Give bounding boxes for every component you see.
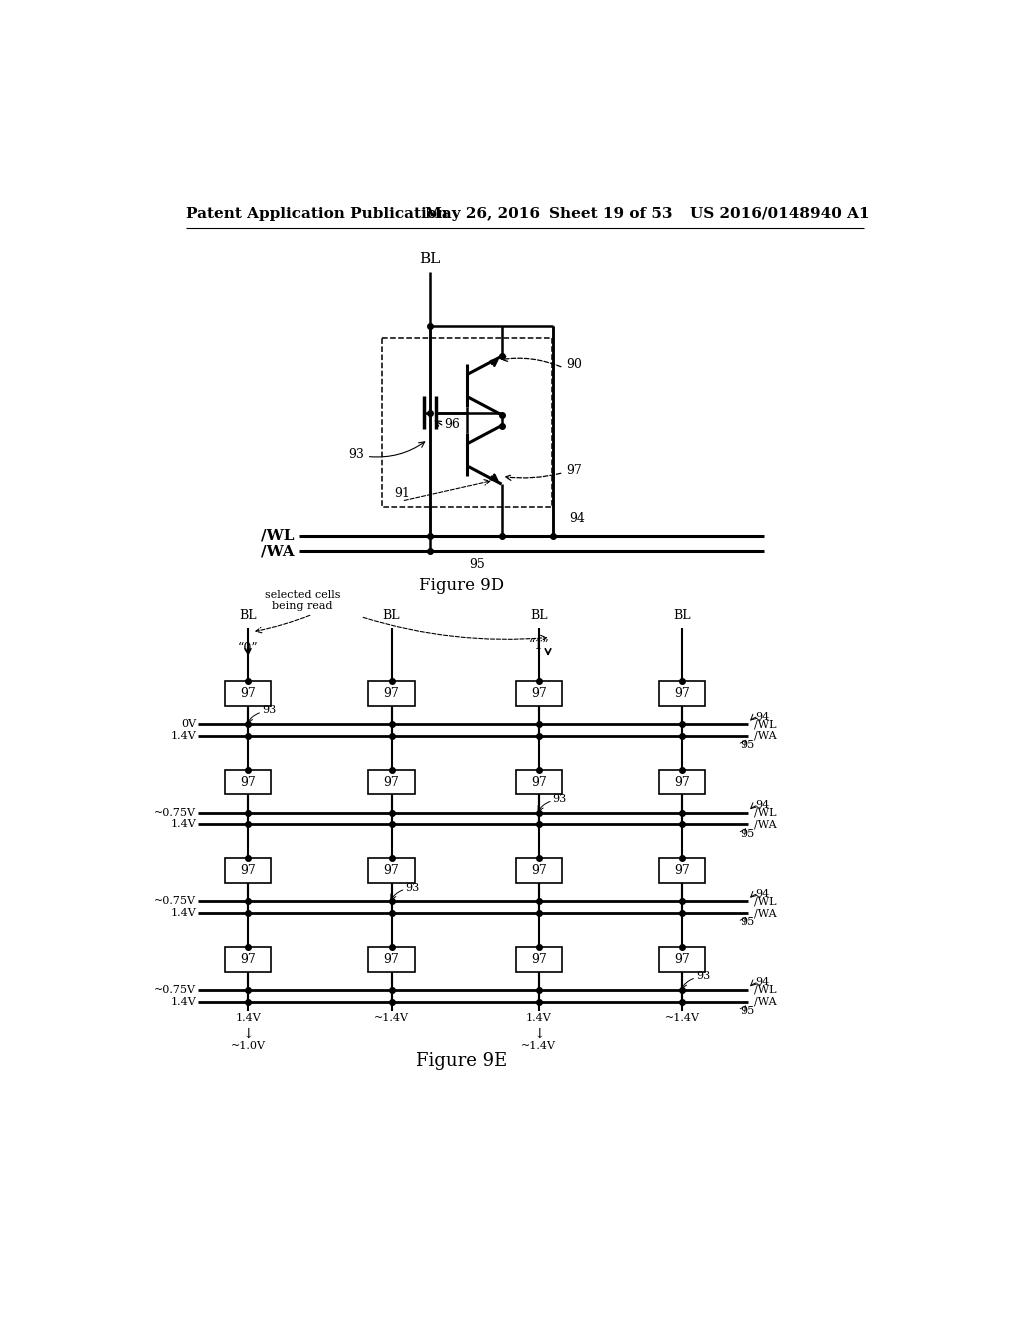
Bar — [382, 338, 552, 507]
Text: 97: 97 — [384, 776, 399, 788]
Text: 94: 94 — [569, 512, 586, 525]
Text: 1.4V: 1.4V — [170, 997, 197, 1007]
Text: Sheet 19 of 53: Sheet 19 of 53 — [549, 207, 673, 220]
Text: /WL: /WL — [261, 529, 295, 543]
Text: 97: 97 — [241, 686, 256, 700]
Text: 96: 96 — [444, 417, 460, 430]
Bar — [515, 681, 562, 706]
Bar — [225, 858, 271, 883]
Text: 97: 97 — [674, 776, 690, 788]
Text: /WA: /WA — [755, 820, 777, 829]
Text: 95: 95 — [740, 917, 755, 927]
Bar — [658, 858, 706, 883]
Bar — [225, 946, 271, 972]
Text: Figure 9E: Figure 9E — [416, 1052, 507, 1069]
Text: 97: 97 — [674, 953, 690, 966]
Text: 1.4V: 1.4V — [170, 820, 197, 829]
Text: /WA: /WA — [755, 997, 777, 1007]
Text: ↓: ↓ — [243, 1027, 254, 1041]
Text: 97: 97 — [241, 953, 256, 966]
Text: /WA: /WA — [755, 731, 777, 741]
Text: 95: 95 — [740, 1006, 755, 1016]
Text: BL: BL — [674, 609, 691, 622]
Text: 97: 97 — [241, 776, 256, 788]
Text: 97: 97 — [530, 686, 547, 700]
Text: 97: 97 — [241, 865, 256, 878]
Text: 94: 94 — [756, 888, 770, 899]
Text: “0”: “0” — [238, 642, 258, 655]
Text: May 26, 2016: May 26, 2016 — [425, 207, 540, 220]
Text: ↓: ↓ — [532, 1027, 545, 1041]
Text: 1.4V: 1.4V — [526, 1014, 552, 1023]
Text: /WL: /WL — [755, 719, 776, 730]
Bar — [515, 946, 562, 972]
Text: 97: 97 — [384, 865, 399, 878]
Text: 97: 97 — [530, 776, 547, 788]
Text: /WA: /WA — [261, 544, 295, 558]
Text: /WL: /WL — [755, 896, 776, 907]
Text: 94: 94 — [756, 800, 770, 810]
Text: 0V: 0V — [181, 719, 197, 730]
Text: 97: 97 — [674, 865, 690, 878]
Bar — [369, 681, 415, 706]
Text: /WL: /WL — [755, 985, 776, 995]
Text: ~1.4V: ~1.4V — [374, 1014, 409, 1023]
Bar — [369, 858, 415, 883]
Text: 95: 95 — [740, 829, 755, 838]
Text: 93: 93 — [348, 449, 365, 462]
Text: 93: 93 — [553, 795, 567, 804]
Bar — [369, 946, 415, 972]
Text: 90: 90 — [566, 358, 582, 371]
Text: 1.4V: 1.4V — [236, 1014, 261, 1023]
Text: 93: 93 — [696, 972, 711, 981]
Bar — [515, 770, 562, 795]
Text: 97: 97 — [530, 865, 547, 878]
Text: ~1.4V: ~1.4V — [521, 1040, 556, 1051]
Text: BL: BL — [420, 252, 441, 267]
Bar — [658, 681, 706, 706]
Text: BL: BL — [383, 609, 400, 622]
Bar — [369, 770, 415, 795]
Text: ~1.4V: ~1.4V — [665, 1014, 699, 1023]
Text: ~0.75V: ~0.75V — [155, 896, 197, 907]
Text: Figure 9D: Figure 9D — [419, 577, 504, 594]
Text: 97: 97 — [384, 953, 399, 966]
Text: 94: 94 — [756, 977, 770, 987]
Text: ~0.75V: ~0.75V — [155, 985, 197, 995]
Text: 94: 94 — [756, 711, 770, 722]
Text: 97: 97 — [530, 953, 547, 966]
Text: ~0.75V: ~0.75V — [155, 808, 197, 818]
Text: 95: 95 — [469, 557, 484, 570]
Text: /WL: /WL — [755, 808, 776, 818]
Text: selected cells
being read: selected cells being read — [264, 590, 340, 611]
Text: Patent Application Publication: Patent Application Publication — [186, 207, 449, 220]
Text: /WA: /WA — [755, 908, 777, 917]
Text: BL: BL — [530, 609, 548, 622]
Text: 97: 97 — [566, 463, 582, 477]
Text: 93: 93 — [406, 883, 420, 892]
Text: BL: BL — [240, 609, 257, 622]
Text: 1.4V: 1.4V — [170, 908, 197, 917]
Bar — [225, 681, 271, 706]
Bar — [658, 946, 706, 972]
Text: 93: 93 — [262, 705, 276, 715]
Text: “1”: “1” — [528, 639, 549, 652]
Bar — [225, 770, 271, 795]
Text: 1.4V: 1.4V — [170, 731, 197, 741]
Text: US 2016/0148940 A1: US 2016/0148940 A1 — [690, 207, 869, 220]
Text: 95: 95 — [740, 741, 755, 750]
Text: ~1.0V: ~1.0V — [230, 1040, 265, 1051]
Bar — [658, 770, 706, 795]
Text: 97: 97 — [674, 686, 690, 700]
Text: 97: 97 — [384, 686, 399, 700]
Text: 91: 91 — [394, 487, 410, 499]
Bar — [515, 858, 562, 883]
